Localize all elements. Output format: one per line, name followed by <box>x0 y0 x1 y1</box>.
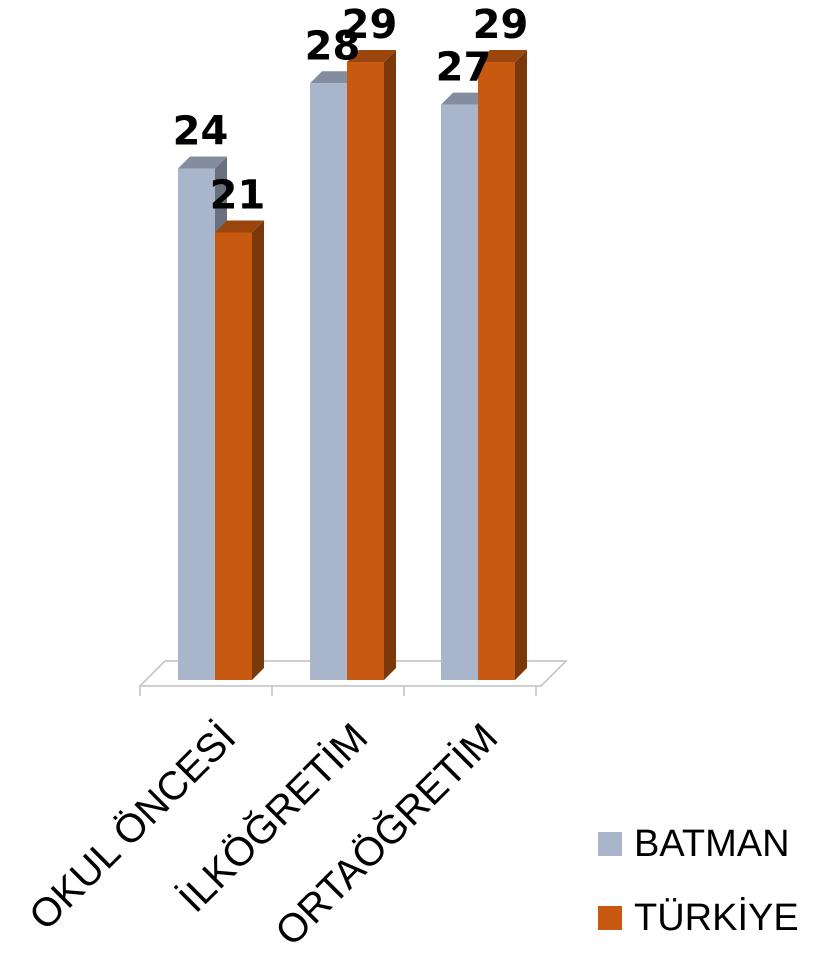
bar-top-face <box>347 50 396 62</box>
bar-front-face <box>347 62 384 680</box>
bar-side-face <box>515 50 527 680</box>
legend-label-turkiye: TÜRKİYE <box>634 896 799 939</box>
floor-plane <box>138 660 568 687</box>
value-labels-group: 24 28 27 21 29 29 <box>173 2 529 218</box>
bar-t-rki-ye-1 <box>215 220 264 680</box>
value-label-batman-3: 27 <box>436 45 492 91</box>
chart-floor <box>138 660 568 696</box>
legend-item-turkiye: TÜRKİYE <box>598 894 799 942</box>
legend-swatch-batman <box>598 832 622 856</box>
bar-top-face <box>478 50 527 62</box>
legend-label-batman: BATMAN <box>634 822 790 865</box>
value-label-t-rki-ye-3: 29 <box>473 2 529 48</box>
bar-front-face <box>441 104 478 681</box>
bar-t-rki-ye-3 <box>478 50 527 680</box>
bar-side-face <box>252 220 264 680</box>
value-label-batman-1: 24 <box>173 109 229 155</box>
bar-top-face <box>441 92 490 105</box>
bar-t-rki-ye-2 <box>347 50 396 680</box>
bar-front-face <box>310 83 347 680</box>
value-label-t-rki-ye-2: 29 <box>342 2 398 48</box>
bars-group <box>178 50 527 681</box>
legend-item-batman: BATMAN <box>598 820 799 868</box>
bar-front-face <box>478 62 515 680</box>
legend-swatch-turkiye <box>598 906 622 930</box>
bar-top-face <box>215 220 264 233</box>
category-label-3: ORTAÖĞRETİM <box>267 715 507 953</box>
value-label-t-rki-ye-1: 21 <box>210 172 266 218</box>
bar-top-face <box>178 156 227 169</box>
bar-front-face <box>178 168 215 680</box>
bar-front-face <box>215 232 252 680</box>
value-label-batman-2: 28 <box>305 23 361 69</box>
legend: BATMAN TÜRKİYE <box>598 820 799 968</box>
bar-top-face <box>310 71 359 84</box>
bar-side-face <box>384 50 396 680</box>
